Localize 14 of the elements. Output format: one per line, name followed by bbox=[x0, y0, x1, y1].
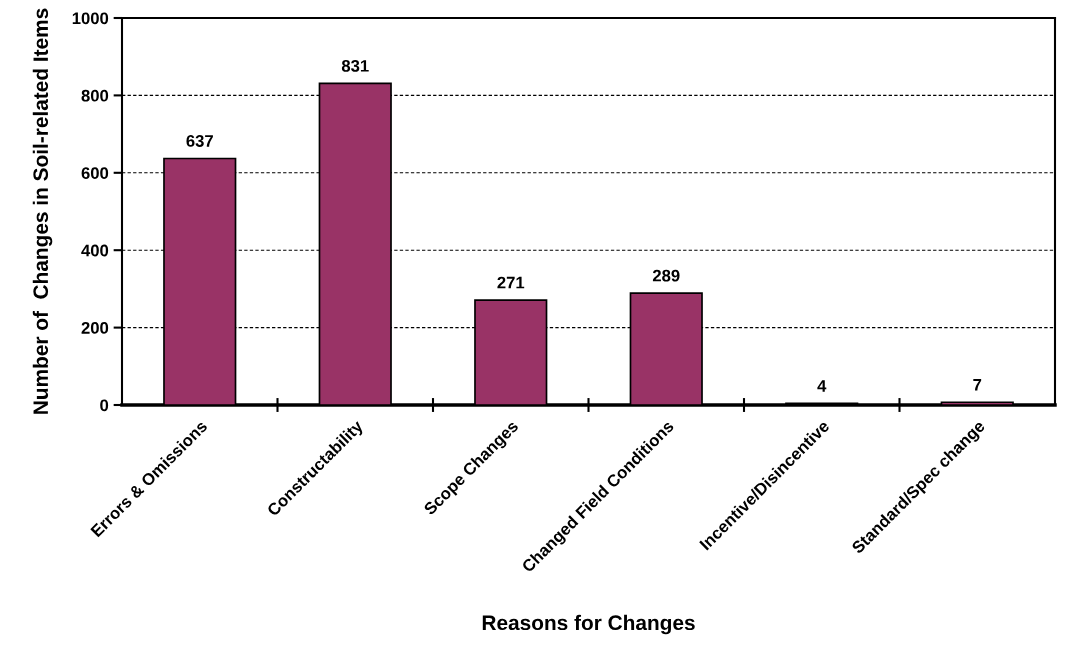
y-tick-label: 1000 bbox=[72, 12, 109, 25]
data-label: 831 bbox=[341, 59, 369, 72]
y-axis-title: Number of Changes in Soil-related Items bbox=[32, 8, 53, 414]
y-tick-label: 400 bbox=[81, 244, 109, 257]
y-tick-label: 600 bbox=[81, 167, 109, 179]
data-label: 7 bbox=[973, 379, 982, 391]
y-tick-label: 200 bbox=[81, 322, 109, 334]
y-tick-label: 800 bbox=[81, 89, 109, 102]
x-axis-title: Reasons for Changes bbox=[482, 614, 695, 635]
y-tick-label: 0 bbox=[100, 399, 109, 412]
data-label: 4 bbox=[817, 380, 827, 392]
data-label: 271 bbox=[497, 276, 525, 289]
data-label: 289 bbox=[652, 269, 680, 282]
data-label: 637 bbox=[186, 135, 213, 147]
